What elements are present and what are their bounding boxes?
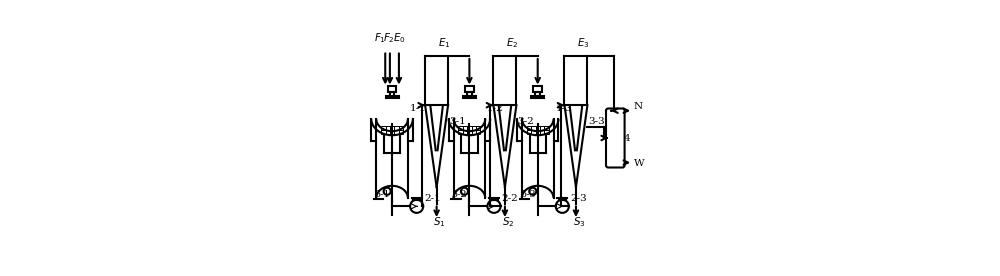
Bar	[458, 130, 463, 134]
Bar	[527, 126, 531, 130]
Bar	[381, 130, 386, 134]
Bar	[540, 126, 544, 130]
Text: 2-2: 2-2	[502, 194, 518, 203]
Bar	[535, 92, 540, 97]
Text: 2-3: 2-3	[570, 194, 587, 203]
Text: $E_0$: $E_0$	[393, 31, 405, 45]
Text: 5-3: 5-3	[520, 190, 536, 199]
Bar	[463, 130, 467, 134]
Text: $E_3$: $E_3$	[577, 36, 590, 50]
Text: 2-1: 2-1	[424, 194, 441, 203]
Bar	[472, 130, 476, 134]
Bar	[458, 126, 463, 130]
Bar	[531, 130, 536, 134]
Text: 5-1: 5-1	[374, 190, 390, 199]
Text: $S_2$: $S_2$	[502, 216, 514, 229]
Bar	[463, 126, 467, 130]
Text: $S_1$: $S_1$	[433, 216, 446, 229]
Text: 3-1: 3-1	[449, 117, 466, 126]
Bar	[390, 130, 394, 134]
Bar	[540, 130, 544, 134]
Bar	[544, 126, 549, 130]
Bar	[467, 92, 472, 97]
Bar	[476, 130, 480, 134]
Bar	[390, 92, 394, 97]
Text: $F_2$: $F_2$	[383, 31, 395, 45]
Bar	[394, 130, 399, 134]
Bar	[527, 130, 531, 134]
Bar	[399, 130, 403, 134]
Bar	[465, 86, 474, 92]
Text: $S_3$: $S_3$	[573, 216, 585, 229]
Bar	[390, 126, 394, 130]
Bar	[536, 130, 540, 134]
Bar	[544, 130, 549, 134]
Bar	[476, 126, 480, 130]
Bar	[467, 130, 472, 134]
Bar	[531, 126, 536, 130]
Text: 3-3: 3-3	[589, 117, 605, 126]
Bar	[467, 126, 472, 130]
Bar	[533, 86, 542, 92]
Text: 4: 4	[623, 134, 630, 142]
Text: 5-2: 5-2	[452, 190, 467, 199]
Bar	[386, 130, 390, 134]
Bar	[388, 86, 396, 92]
Bar	[536, 126, 540, 130]
Text: N: N	[634, 102, 643, 111]
Text: 1-1: 1-1	[410, 104, 427, 113]
Text: $E_2$: $E_2$	[506, 36, 519, 50]
Bar	[394, 126, 399, 130]
Bar	[399, 126, 403, 130]
Text: 1-2: 1-2	[487, 104, 504, 113]
Text: $F_1$: $F_1$	[374, 31, 386, 45]
Bar	[472, 126, 476, 130]
Text: W: W	[634, 160, 645, 168]
Bar	[381, 126, 386, 130]
Text: $E_1$: $E_1$	[438, 36, 451, 50]
Text: 1-3: 1-3	[555, 104, 572, 113]
Bar	[386, 126, 390, 130]
Text: 3-2: 3-2	[517, 117, 534, 126]
